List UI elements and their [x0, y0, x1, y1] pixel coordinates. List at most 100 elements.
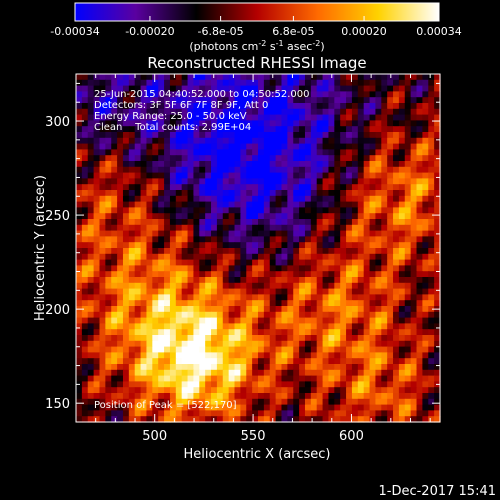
- heatmap-cell: [346, 213, 353, 220]
- heatmap-cell: [240, 219, 247, 226]
- heatmap-cell: [211, 294, 218, 301]
- heatmap-cell: [146, 224, 153, 232]
- heatmap-cell: [216, 201, 224, 208]
- heatmap-cell: [281, 219, 288, 226]
- heatmap-cell: [404, 97, 412, 104]
- heatmap-cell: [193, 213, 200, 220]
- heatmap-cell: [240, 352, 247, 359]
- heatmap-cell: [410, 224, 418, 232]
- heatmap-cell: [357, 97, 365, 104]
- heatmap-cell: [340, 242, 347, 249]
- heatmap-cell: [134, 213, 142, 220]
- heatmap-cell: [393, 323, 400, 330]
- heatmap-cell: [234, 236, 241, 243]
- heatmap-cell: [263, 248, 271, 255]
- heatmap-cell: [322, 340, 330, 348]
- heatmap-cell: [375, 253, 382, 261]
- heatmap-cell: [263, 323, 271, 330]
- heatmap-cell: [146, 352, 153, 359]
- heatmap-cell: [416, 375, 423, 382]
- heatmap-cell: [164, 271, 171, 278]
- heatmap-cell: [76, 352, 83, 359]
- heatmap-cell: [193, 271, 200, 278]
- heatmap-cell: [169, 288, 177, 295]
- heatmap-cell: [234, 149, 241, 156]
- heatmap-cell: [346, 282, 353, 290]
- heatmap-cell: [369, 143, 377, 150]
- heatmap-cell: [269, 335, 277, 342]
- heatmap-cell: [76, 172, 83, 179]
- heatmap-cell: [193, 329, 200, 336]
- heatmap-cell: [428, 358, 435, 365]
- heatmap-cell: [140, 329, 148, 336]
- heatmap-cell: [169, 306, 177, 313]
- heatmap-cell: [416, 172, 423, 179]
- heatmap-cell: [369, 236, 377, 243]
- heatmap-cell: [275, 149, 283, 156]
- heatmap-cell: [99, 103, 106, 110]
- heatmap-cell: [393, 335, 400, 342]
- heatmap-cell: [246, 120, 253, 127]
- heatmap-cell: [428, 126, 435, 133]
- heatmap-cell: [169, 317, 177, 324]
- heatmap-cell: [158, 393, 165, 400]
- heatmap-cell: [252, 358, 259, 365]
- heatmap-cell: [363, 103, 371, 110]
- heatmap-cell: [199, 306, 206, 313]
- heatmap-cell: [240, 398, 247, 406]
- heatmap-cell: [404, 242, 412, 249]
- heatmap-cell: [387, 294, 394, 301]
- heatmap-cell: [351, 277, 359, 284]
- heatmap-cell: [363, 306, 371, 313]
- heatmap-cell: [76, 236, 83, 243]
- heatmap-cell: [105, 132, 112, 139]
- heatmap-cell: [146, 300, 153, 307]
- heatmap-cell: [117, 184, 124, 191]
- heatmap-cell: [340, 195, 347, 203]
- heatmap-cell: [258, 137, 265, 145]
- heatmap-cell: [146, 137, 153, 145]
- heatmap-cell: [193, 132, 200, 139]
- heatmap-cell: [340, 352, 347, 359]
- heatmap-cell: [322, 224, 330, 232]
- heatmap-cell: [398, 166, 406, 174]
- heatmap-cell: [275, 346, 283, 353]
- heatmap-cell: [398, 195, 406, 203]
- heatmap-cell: [357, 393, 365, 400]
- heatmap-cell: [404, 137, 412, 145]
- heatmap-cell: [263, 201, 271, 208]
- heatmap-cell: [93, 288, 101, 295]
- heatmap-cell: [199, 375, 206, 382]
- heatmap-cell: [281, 329, 288, 336]
- heatmap-cell: [369, 288, 377, 295]
- heatmap-cell: [387, 207, 394, 214]
- heatmap-cell: [387, 248, 394, 255]
- heatmap-cell: [211, 323, 218, 330]
- heatmap-cell: [416, 236, 423, 243]
- heatmap-cell: [140, 300, 148, 307]
- annotation-time: 25-Jun-2015 04:40:52.000 to 04:50:52.000: [94, 89, 310, 100]
- heatmap-cell: [422, 317, 429, 324]
- chart-title: Reconstructed RHESSI Image: [147, 54, 366, 72]
- heatmap-cell: [252, 282, 259, 290]
- heatmap-cell: [222, 161, 230, 168]
- heatmap-cell: [105, 143, 112, 150]
- heatmap-cell: [122, 335, 130, 342]
- heatmap-cell: [357, 103, 365, 110]
- heatmap-cell: [187, 149, 195, 156]
- heatmap-cell: [428, 335, 435, 342]
- heatmap-cell: [398, 143, 406, 150]
- heatmap-cell: [164, 126, 171, 133]
- heatmap-cell: [105, 79, 112, 87]
- heatmap-cell: [246, 311, 253, 319]
- heatmap-cell: [422, 161, 429, 168]
- heatmap-cell: [240, 172, 247, 179]
- heatmap-cell: [404, 271, 412, 278]
- heatmap-cell: [105, 323, 112, 330]
- heatmap-cell: [263, 404, 271, 411]
- heatmap-cell: [416, 149, 423, 156]
- heatmap-cell: [322, 201, 330, 208]
- heatmap-cell: [193, 201, 200, 208]
- heatmap-cell: [387, 114, 394, 121]
- heatmap-cell: [216, 364, 224, 371]
